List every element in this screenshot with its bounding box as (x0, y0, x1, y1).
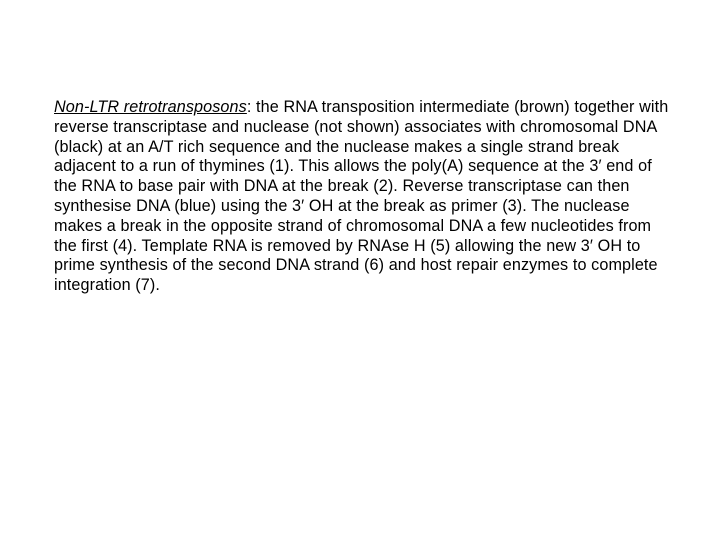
body-paragraph: Non-LTR retrotransposons: the RNA transp… (54, 98, 672, 296)
lead-term: Non-LTR retrotransposons (54, 98, 247, 116)
body-text: : the RNA transposition intermediate (br… (54, 98, 668, 294)
document-page: Non-LTR retrotransposons: the RNA transp… (0, 0, 720, 540)
